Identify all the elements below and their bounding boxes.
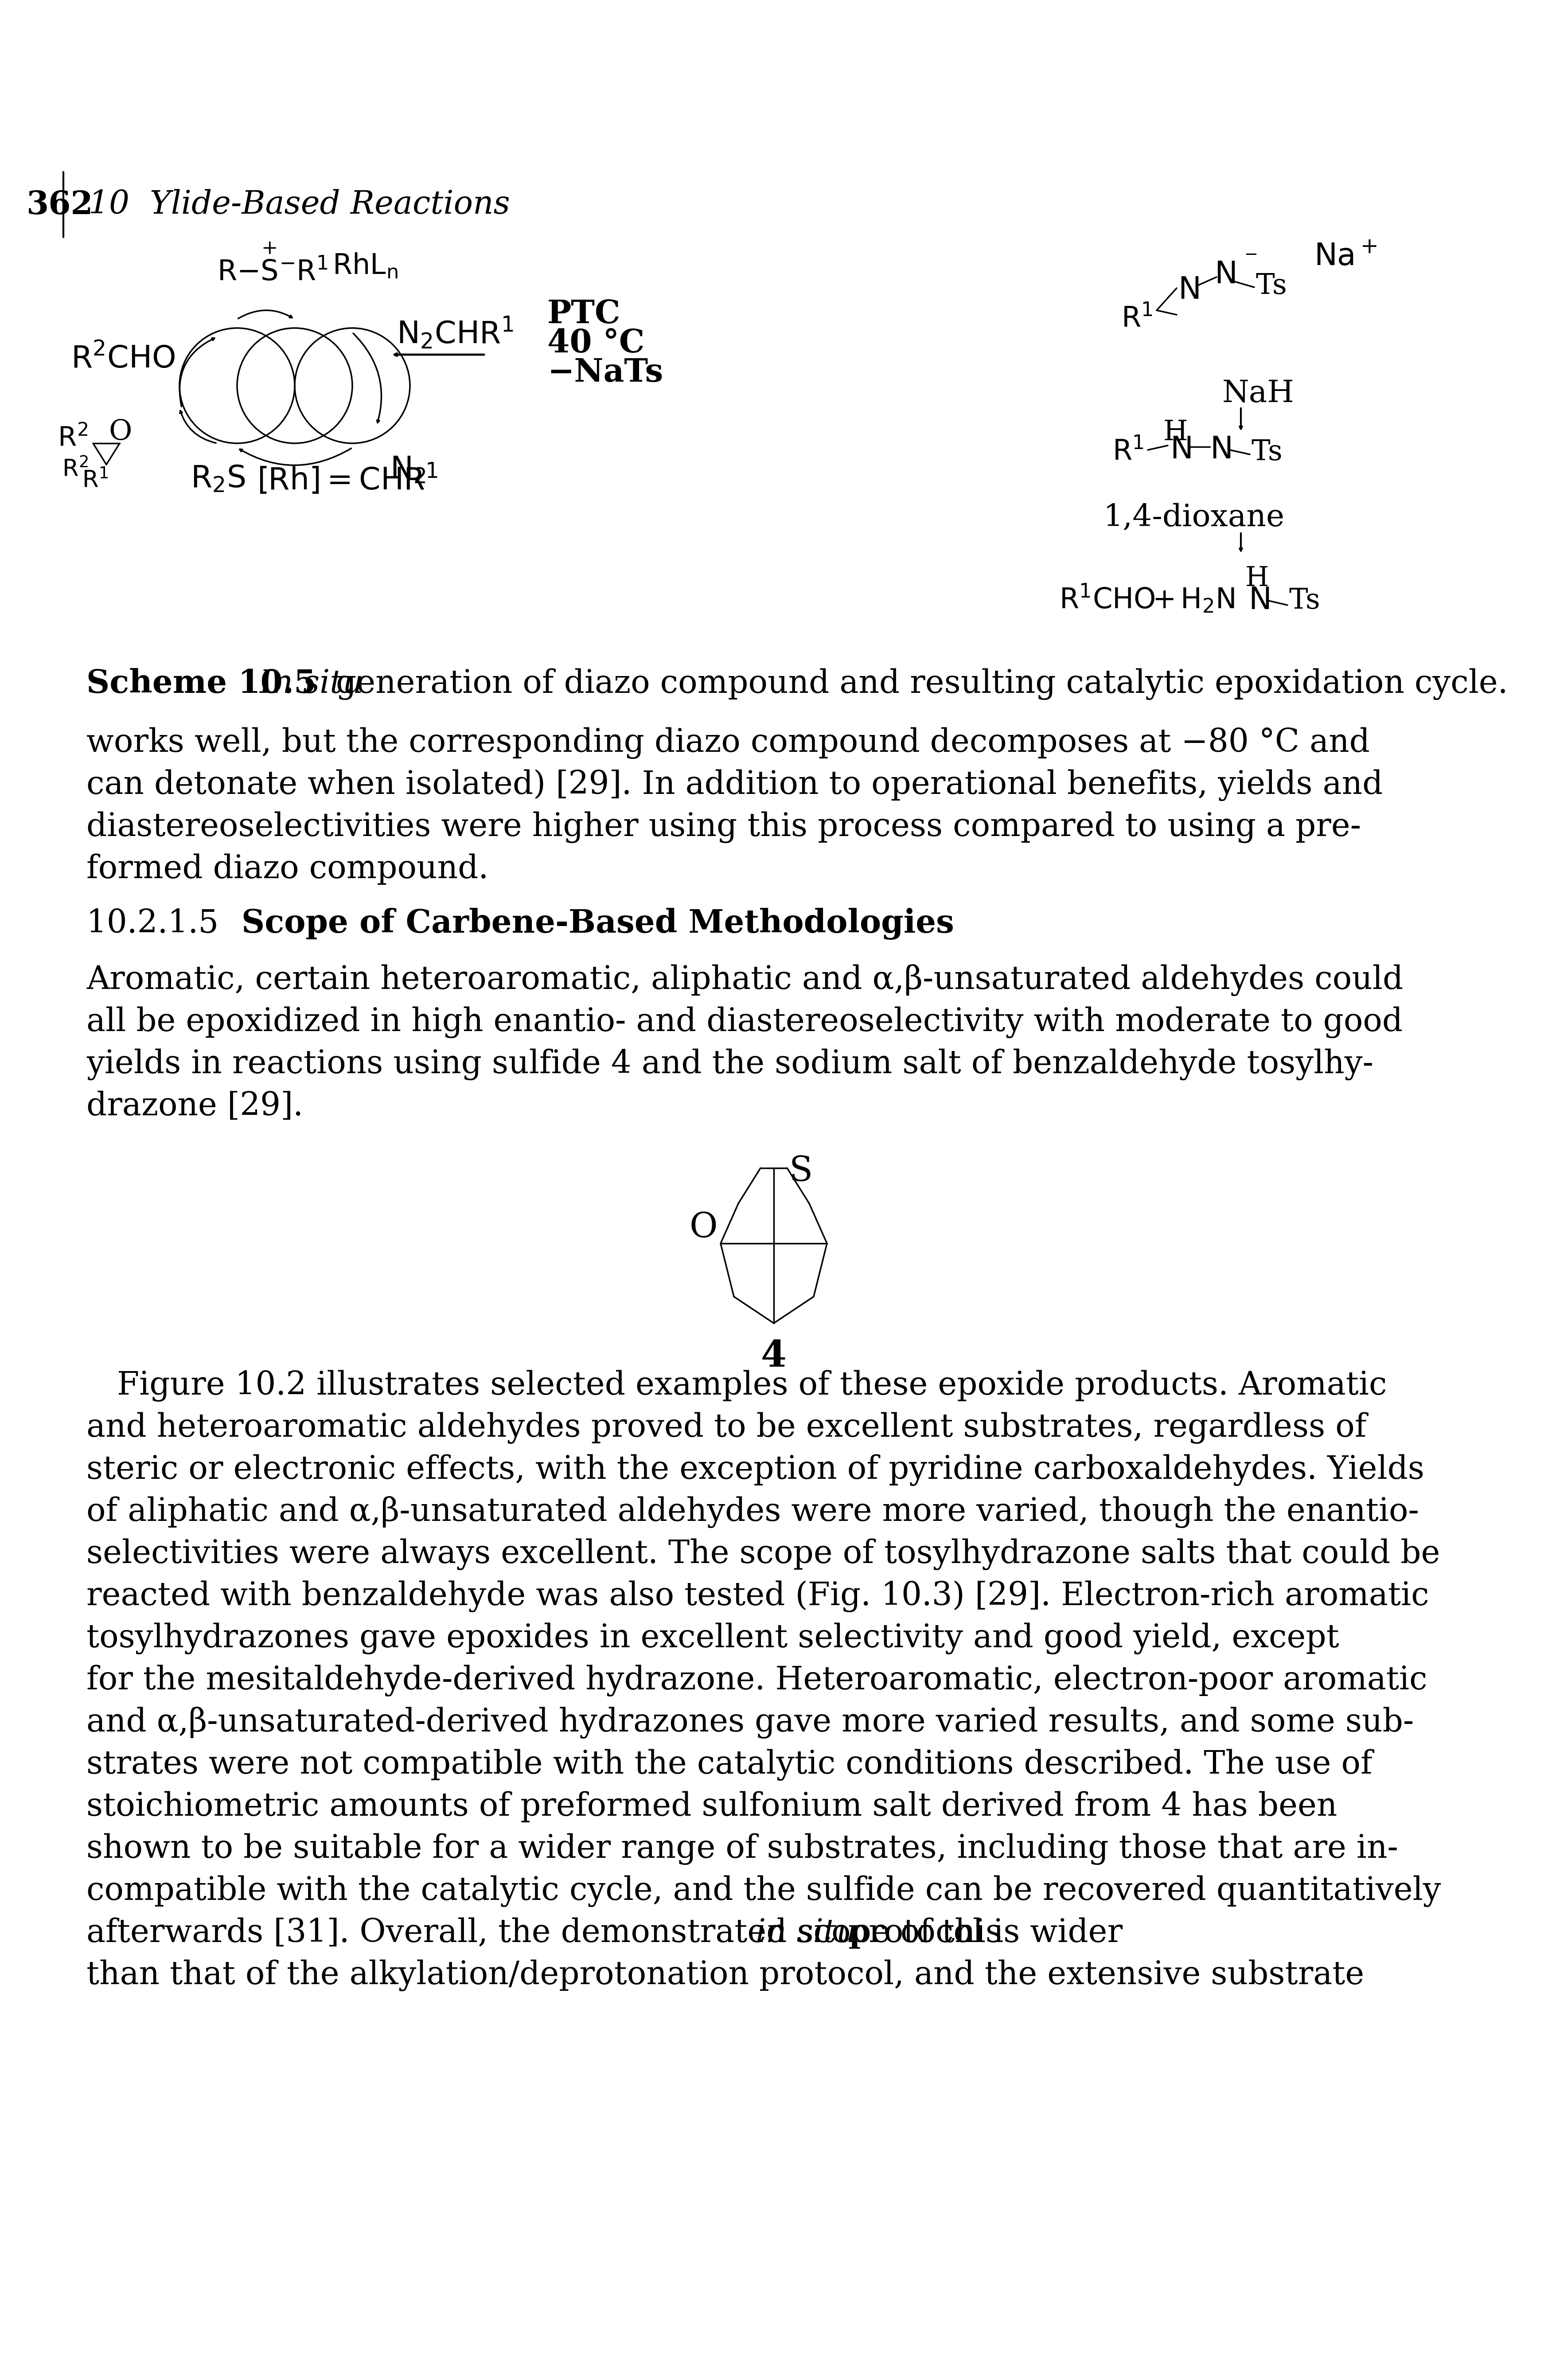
Text: Aromatic, certain heteroaromatic, aliphatic and α,β-unsaturated aldehydes could: Aromatic, certain heteroaromatic, alipha… <box>87 964 1402 997</box>
Text: 362: 362 <box>26 188 93 221</box>
Text: $\mathrm{N}$: $\mathrm{N}$ <box>1178 276 1198 305</box>
Text: works well, but the corresponding diazo compound decomposes at −80 °C and: works well, but the corresponding diazo … <box>87 726 1370 759</box>
Text: $\mathrm{N_2}$: $\mathrm{N_2}$ <box>390 455 426 486</box>
Text: reacted with benzaldehyde was also tested (Fig. 10.3) [29]. Electron-rich aromat: reacted with benzaldehyde was also teste… <box>87 1580 1429 1611</box>
Text: O: O <box>108 419 132 445</box>
Text: $\mathrm{R^2CHO}$: $\mathrm{R^2CHO}$ <box>71 345 175 374</box>
Text: $^-$: $^-$ <box>1241 250 1257 274</box>
Text: can detonate when isolated) [29]. In addition to operational benefits, yields an: can detonate when isolated) [29]. In add… <box>87 769 1382 800</box>
Text: and α,β-unsaturated-derived hydrazones gave more varied results, and some sub-: and α,β-unsaturated-derived hydrazones g… <box>87 1706 1413 1737</box>
Text: and heteroaromatic aldehydes proved to be excellent substrates, regardless of: and heteroaromatic aldehydes proved to b… <box>87 1411 1367 1445</box>
Text: Ts: Ts <box>1255 271 1286 300</box>
Text: diastereoselectivities were higher using this process compared to using a pre-: diastereoselectivities were higher using… <box>87 812 1361 843</box>
Text: Ts: Ts <box>1289 588 1320 614</box>
Text: afterwards [31]. Overall, the demonstrated scope of this: afterwards [31]. Overall, the demonstrat… <box>87 1918 1012 1949</box>
Text: strates were not compatible with the catalytic conditions described. The use of: strates were not compatible with the cat… <box>87 1749 1373 1780</box>
Text: 4: 4 <box>762 1338 786 1373</box>
Text: $\mathrm{N_2CHR^1}$: $\mathrm{N_2CHR^1}$ <box>396 314 514 350</box>
Text: of aliphatic and α,β-unsaturated aldehydes were more varied, though the enantio-: of aliphatic and α,β-unsaturated aldehyd… <box>87 1497 1420 1528</box>
Text: $\mathrm{RhL_n}$: $\mathrm{RhL_n}$ <box>333 252 398 281</box>
Text: H: H <box>1245 564 1269 593</box>
Text: PTC: PTC <box>548 298 621 328</box>
Text: In situ: In situ <box>240 669 364 700</box>
Text: 1,4-dioxane: 1,4-dioxane <box>1104 502 1285 533</box>
Text: stoichiometric amounts of preformed sulfonium salt derived from 4 has been: stoichiometric amounts of preformed sulf… <box>87 1790 1337 1823</box>
Text: $\mathrm{Na^+}$: $\mathrm{Na^+}$ <box>1314 243 1378 271</box>
Text: $\mathrm{N}$: $\mathrm{N}$ <box>1170 436 1190 464</box>
Text: drazone [29].: drazone [29]. <box>87 1090 303 1121</box>
Text: $\mathrm{R^1CHO}$: $\mathrm{R^1CHO}$ <box>1059 588 1155 614</box>
Text: $\mathrm{R^2}$: $\mathrm{R^2}$ <box>57 426 88 452</box>
Text: $\mathrm{[Rh]{=}CHR^1}$: $\mathrm{[Rh]{=}CHR^1}$ <box>257 462 438 495</box>
Text: compatible with the catalytic cycle, and the sulfide can be recovered quantitati: compatible with the catalytic cycle, and… <box>87 1875 1441 1906</box>
Text: $\mathrm{R^2}$: $\mathrm{R^2}$ <box>62 459 88 481</box>
Text: tosylhydrazones gave epoxides in excellent selectivity and good yield, except: tosylhydrazones gave epoxides in excelle… <box>87 1623 1339 1654</box>
Text: formed diazo compound.: formed diazo compound. <box>87 854 489 885</box>
Text: 10.2.1.5: 10.2.1.5 <box>87 907 238 940</box>
Text: 40 °C: 40 °C <box>548 328 644 359</box>
Text: all be epoxidized in high enantio- and diastereoselectivity with moderate to goo: all be epoxidized in high enantio- and d… <box>87 1007 1402 1038</box>
Text: $\mathrm{N}$: $\mathrm{N}$ <box>1248 585 1269 616</box>
Text: NaH: NaH <box>1223 378 1294 409</box>
Text: Scope of Carbene-Based Methodologies: Scope of Carbene-Based Methodologies <box>241 907 954 940</box>
Text: $\mathrm{R^1}$: $\mathrm{R^1}$ <box>1121 305 1153 333</box>
Text: $\mathrm{R^1}$: $\mathrm{R^1}$ <box>82 469 108 493</box>
Text: protocol is wider: protocol is wider <box>837 1918 1122 1949</box>
Text: $+\,\mathrm{H_2N}$: $+\,\mathrm{H_2N}$ <box>1152 588 1235 614</box>
Text: steric or electronic effects, with the exception of pyridine carboxaldehydes. Yi: steric or electronic effects, with the e… <box>87 1454 1424 1485</box>
Text: $\mathrm{R^1}$: $\mathrm{R^1}$ <box>1113 438 1144 466</box>
Text: 10  Ylide-Based Reactions: 10 Ylide-Based Reactions <box>88 188 509 221</box>
Text: $\mathrm{R_2S}$: $\mathrm{R_2S}$ <box>190 464 246 493</box>
Text: −NaTs: −NaTs <box>548 357 663 388</box>
Text: $\mathrm{N}$: $\mathrm{N}$ <box>1214 259 1235 290</box>
Text: $\mathrm{N}$: $\mathrm{N}$ <box>1211 436 1231 464</box>
Text: shown to be suitable for a wider range of substrates, including those that are i: shown to be suitable for a wider range o… <box>87 1833 1398 1864</box>
Text: yields in reactions using sulfide 4 and the sodium salt of benzaldehyde tosylhy-: yields in reactions using sulfide 4 and … <box>87 1047 1373 1081</box>
Text: $\mathrm{R{-}\overset{+}{S}^{\!-}\!R^1}$: $\mathrm{R{-}\overset{+}{S}^{\!-}\!R^1}$ <box>217 245 328 286</box>
Text: selectivities were always excellent. The scope of tosylhydrazone salts that coul: selectivities were always excellent. The… <box>87 1537 1440 1571</box>
Text: S: S <box>789 1154 813 1188</box>
Text: H: H <box>1164 419 1187 445</box>
Text: O: O <box>689 1211 718 1245</box>
Text: for the mesitaldehyde-derived hydrazone. Heteroaromatic, electron-poor aromatic: for the mesitaldehyde-derived hydrazone.… <box>87 1664 1427 1697</box>
Text: Ts: Ts <box>1251 438 1282 466</box>
Text: in situ: in situ <box>755 1918 858 1949</box>
Text: Scheme 10.5: Scheme 10.5 <box>87 669 316 700</box>
Text: than that of the alkylation/deprotonation protocol, and the extensive substrate: than that of the alkylation/deprotonatio… <box>87 1959 1364 1992</box>
Text: Figure 10.2 illustrates selected examples of these epoxide products. Aromatic: Figure 10.2 illustrates selected example… <box>87 1371 1387 1402</box>
Text: generation of diazo compound and resulting catalytic epoxidation cycle.: generation of diazo compound and resulti… <box>325 669 1508 700</box>
